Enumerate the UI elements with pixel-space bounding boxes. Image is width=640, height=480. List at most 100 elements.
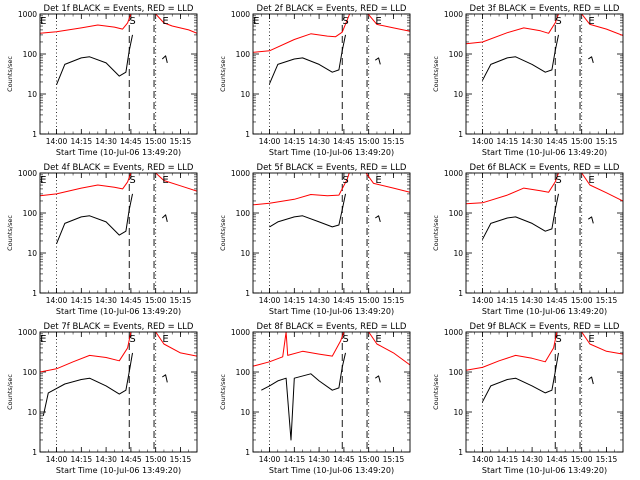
- lld-series-line-seg2: [581, 14, 623, 36]
- y-tick-label: 1000: [18, 328, 37, 337]
- events-series-line-seg1: [42, 352, 133, 417]
- x-tick-label: 15:15: [383, 455, 405, 464]
- x-tick-label: 14:00: [46, 296, 68, 305]
- events-series-line-seg1: [56, 34, 133, 85]
- x-tick-label: 15:00: [358, 455, 380, 464]
- y-tick-label: 1000: [231, 169, 250, 178]
- lld-series-line-seg2: [155, 14, 197, 34]
- y-tick-label: 1: [32, 448, 37, 457]
- plot-frame: [465, 331, 624, 453]
- y-tick-label: 1: [32, 130, 37, 139]
- x-tick-label: 14:15: [71, 137, 93, 146]
- lld-series-line-seg1: [466, 173, 559, 205]
- x-tick-label: 14:00: [46, 455, 68, 464]
- interval-marker-label: E: [162, 16, 168, 27]
- x-tick-label: 15:15: [596, 137, 618, 146]
- y-axis-label: Counts/sec: [219, 215, 227, 251]
- chart-title: Det 8f BLACK = Events, RED = LLD: [257, 322, 407, 332]
- x-tick-label: 14:00: [259, 137, 281, 146]
- chart-panel-7: Det 7f BLACK = Events, RED = LLD Counts/s…: [6, 322, 198, 475]
- x-tick-label: 15:00: [358, 137, 380, 146]
- plot-frame: [39, 331, 198, 453]
- lld-series-line-seg2: [155, 332, 197, 357]
- x-axis-label: Start Time (10-Jul-06 13:49:20): [269, 148, 394, 157]
- lld-series-line-seg1: [40, 14, 132, 34]
- lld-series-line-seg2: [581, 173, 623, 202]
- series-group: [466, 173, 623, 240]
- x-tick-label: 15:15: [170, 296, 192, 305]
- series-group: [253, 332, 410, 441]
- y-tick-label: 100: [23, 50, 38, 59]
- events-series-line-seg1: [482, 193, 559, 240]
- y-axis-label: Counts/sec: [219, 56, 227, 92]
- x-tick-label: 14:45: [546, 296, 568, 305]
- interval-marker-label: E: [253, 16, 259, 27]
- chart-panel-8: Det 8f BLACK = Events, RED = LLD Counts/s…: [219, 322, 411, 475]
- x-tick-label: 15:15: [383, 137, 405, 146]
- interval-marker-label: S: [129, 334, 135, 345]
- x-tick-label: 14:00: [472, 455, 494, 464]
- x-tick-label: 14:45: [333, 137, 355, 146]
- y-tick-label: 1000: [231, 328, 250, 337]
- plot-frame: [465, 13, 624, 135]
- plot-frame: [39, 172, 198, 294]
- interval-marker-label: S: [129, 16, 135, 27]
- series-group: [466, 14, 623, 81]
- events-series-line-seg2: [375, 215, 381, 223]
- y-tick-label: 100: [449, 209, 464, 218]
- series-group: [40, 173, 197, 244]
- y-tick-label: 100: [236, 368, 251, 377]
- lld-series-line-seg1: [40, 332, 132, 373]
- series-group: [466, 332, 623, 403]
- interval-marker-label: E: [375, 334, 381, 345]
- events-series-line-seg1: [482, 352, 559, 403]
- x-tick-label: 14:30: [308, 455, 330, 464]
- x-tick-label: 14:45: [120, 296, 142, 305]
- lld-series-line-seg2: [581, 332, 623, 355]
- x-axis-label: Start Time (10-Jul-06 13:49:20): [56, 307, 181, 316]
- lld-series-line-seg2: [155, 173, 197, 192]
- interval-marker-label: E: [375, 175, 381, 186]
- x-tick-label: 15:00: [571, 455, 593, 464]
- chart-panel-5: Det 5f BLACK = Events, RED = LLD Counts/s…: [219, 163, 411, 316]
- chart-title: Det 9f BLACK = Events, RED = LLD: [470, 322, 620, 332]
- events-series-line-seg1: [261, 352, 346, 441]
- y-tick-label: 1: [458, 289, 463, 298]
- events-series-line-seg1: [269, 193, 346, 228]
- x-tick-label: 14:45: [546, 455, 568, 464]
- interval-marker-label: E: [40, 16, 46, 27]
- y-tick-label: 100: [449, 368, 464, 377]
- y-tick-label: 100: [236, 50, 251, 59]
- y-tick-label: 1: [32, 289, 37, 298]
- x-axis-label: Start Time (10-Jul-06 13:49:20): [482, 466, 607, 475]
- y-tick-label: 1000: [18, 10, 37, 19]
- x-tick-label: 14:15: [497, 455, 519, 464]
- events-series-line-seg1: [482, 34, 559, 81]
- y-tick-label: 10: [240, 408, 250, 417]
- chart-title: Det 6f BLACK = Events, RED = LLD: [470, 163, 620, 173]
- y-tick-label: 100: [23, 368, 38, 377]
- x-tick-label: 15:00: [571, 296, 593, 305]
- chart-panel-4: Det 4f BLACK = Events, RED = LLD Counts/s…: [6, 163, 198, 316]
- interval-marker-label: S: [555, 334, 561, 345]
- events-series-line-seg1: [269, 34, 346, 84]
- y-tick-label: 1: [458, 448, 463, 457]
- x-tick-label: 14:15: [497, 296, 519, 305]
- lld-series-line-seg1: [253, 173, 410, 206]
- x-tick-label: 15:15: [596, 296, 618, 305]
- events-series-line-seg2: [588, 216, 594, 224]
- y-tick-label: 100: [23, 209, 38, 218]
- events-series-line-seg2: [375, 57, 381, 65]
- events-series-line-seg2: [587, 376, 594, 385]
- y-tick-label: 1000: [18, 169, 37, 178]
- events-series-line-seg2: [161, 55, 168, 64]
- chart-panel-2: Det 2f BLACK = Events, RED = LLD Counts/s…: [219, 4, 411, 157]
- interval-marker-label: E: [588, 175, 594, 186]
- y-tick-label: 1000: [444, 10, 463, 19]
- y-tick-label: 10: [453, 408, 463, 417]
- y-tick-label: 10: [27, 90, 37, 99]
- x-tick-label: 14:15: [284, 137, 306, 146]
- chart-title: Det 5f BLACK = Events, RED = LLD: [257, 163, 407, 173]
- lld-series-line-seg1: [253, 14, 410, 53]
